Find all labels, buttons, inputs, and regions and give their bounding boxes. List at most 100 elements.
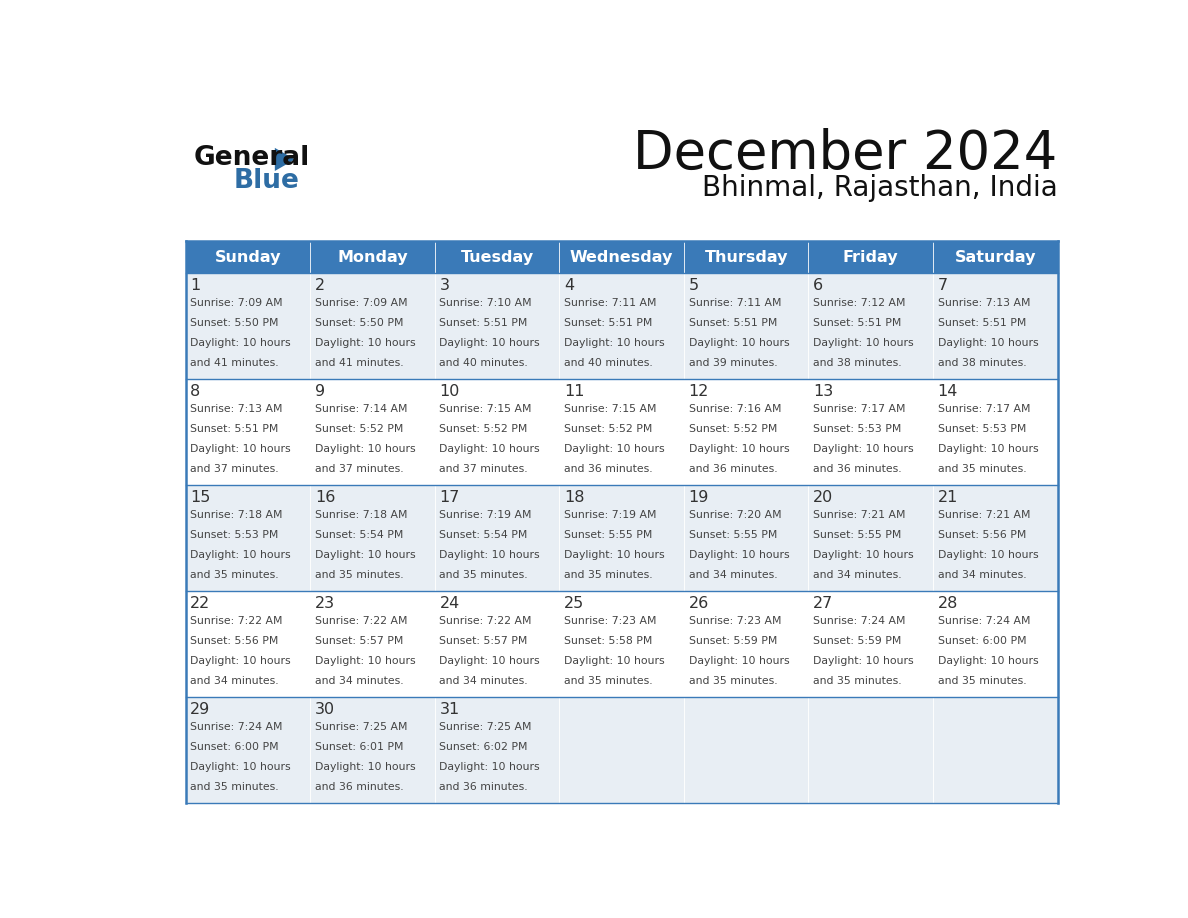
Text: Sunrise: 7:12 AM: Sunrise: 7:12 AM — [813, 298, 905, 308]
Text: Sunset: 5:57 PM: Sunset: 5:57 PM — [315, 636, 403, 646]
Bar — [560, 379, 684, 486]
Text: 13: 13 — [813, 384, 833, 399]
Text: Daylight: 10 hours: Daylight: 10 hours — [190, 656, 291, 666]
Bar — [684, 591, 809, 697]
Bar — [310, 274, 435, 379]
Text: Sunset: 5:53 PM: Sunset: 5:53 PM — [813, 424, 902, 434]
Text: 18: 18 — [564, 490, 584, 505]
Text: 1: 1 — [190, 278, 201, 293]
Text: Sunrise: 7:13 AM: Sunrise: 7:13 AM — [937, 298, 1030, 308]
Bar — [185, 274, 310, 379]
Bar — [933, 591, 1057, 697]
Text: 29: 29 — [190, 702, 210, 717]
Text: Daylight: 10 hours: Daylight: 10 hours — [315, 762, 416, 772]
Text: and 35 minutes.: and 35 minutes. — [190, 782, 279, 792]
Text: Sunset: 5:55 PM: Sunset: 5:55 PM — [564, 530, 652, 540]
Text: Sunset: 6:02 PM: Sunset: 6:02 PM — [440, 742, 527, 752]
Text: Sunrise: 7:23 AM: Sunrise: 7:23 AM — [689, 616, 781, 626]
Text: 8: 8 — [190, 384, 201, 399]
Text: 17: 17 — [440, 490, 460, 505]
Bar — [684, 697, 809, 803]
Text: Sunset: 5:52 PM: Sunset: 5:52 PM — [440, 424, 527, 434]
Text: Thursday: Thursday — [704, 250, 788, 264]
Text: 23: 23 — [315, 596, 335, 610]
Text: Sunrise: 7:09 AM: Sunrise: 7:09 AM — [190, 298, 283, 308]
Bar — [435, 486, 560, 591]
Text: Daylight: 10 hours: Daylight: 10 hours — [689, 550, 789, 560]
Bar — [185, 486, 310, 591]
Text: Sunrise: 7:18 AM: Sunrise: 7:18 AM — [190, 509, 283, 520]
Text: Daylight: 10 hours: Daylight: 10 hours — [689, 656, 789, 666]
Text: Daylight: 10 hours: Daylight: 10 hours — [937, 444, 1038, 454]
Bar — [435, 697, 560, 803]
Text: Daylight: 10 hours: Daylight: 10 hours — [937, 550, 1038, 560]
Text: Friday: Friday — [843, 250, 898, 264]
Text: and 40 minutes.: and 40 minutes. — [564, 358, 652, 368]
Text: and 34 minutes.: and 34 minutes. — [440, 677, 529, 686]
Text: 12: 12 — [689, 384, 709, 399]
Bar — [933, 241, 1057, 274]
Text: 22: 22 — [190, 596, 210, 610]
Text: Daylight: 10 hours: Daylight: 10 hours — [689, 338, 789, 348]
Bar — [684, 379, 809, 486]
Text: Daylight: 10 hours: Daylight: 10 hours — [190, 762, 291, 772]
Text: Sunrise: 7:18 AM: Sunrise: 7:18 AM — [315, 509, 407, 520]
Polygon shape — [274, 148, 295, 171]
Text: and 35 minutes.: and 35 minutes. — [564, 677, 652, 686]
Text: Daylight: 10 hours: Daylight: 10 hours — [564, 656, 664, 666]
Bar — [435, 241, 560, 274]
Text: Sunrise: 7:24 AM: Sunrise: 7:24 AM — [190, 722, 283, 732]
Text: and 36 minutes.: and 36 minutes. — [315, 782, 404, 792]
Text: and 34 minutes.: and 34 minutes. — [315, 677, 404, 686]
Text: Sunset: 5:59 PM: Sunset: 5:59 PM — [813, 636, 902, 646]
Text: Sunset: 5:50 PM: Sunset: 5:50 PM — [190, 319, 279, 328]
Text: Sunrise: 7:09 AM: Sunrise: 7:09 AM — [315, 298, 407, 308]
Text: and 34 minutes.: and 34 minutes. — [689, 570, 777, 580]
Text: Sunrise: 7:20 AM: Sunrise: 7:20 AM — [689, 509, 782, 520]
Text: Sunset: 5:51 PM: Sunset: 5:51 PM — [813, 319, 902, 328]
Text: Blue: Blue — [234, 168, 299, 194]
Text: and 35 minutes.: and 35 minutes. — [689, 677, 777, 686]
Text: and 41 minutes.: and 41 minutes. — [315, 358, 404, 368]
Text: Sunrise: 7:15 AM: Sunrise: 7:15 AM — [564, 404, 657, 414]
Text: Sunset: 5:53 PM: Sunset: 5:53 PM — [190, 530, 279, 540]
Text: Sunset: 5:57 PM: Sunset: 5:57 PM — [440, 636, 527, 646]
Text: and 35 minutes.: and 35 minutes. — [564, 570, 652, 580]
Text: Daylight: 10 hours: Daylight: 10 hours — [689, 444, 789, 454]
Bar — [809, 241, 933, 274]
Text: Daylight: 10 hours: Daylight: 10 hours — [440, 444, 541, 454]
Text: Sunrise: 7:21 AM: Sunrise: 7:21 AM — [813, 509, 905, 520]
Text: 3: 3 — [440, 278, 449, 293]
Text: Sunset: 5:53 PM: Sunset: 5:53 PM — [937, 424, 1026, 434]
Text: Daylight: 10 hours: Daylight: 10 hours — [813, 444, 914, 454]
Text: 19: 19 — [689, 490, 709, 505]
Text: and 36 minutes.: and 36 minutes. — [564, 465, 652, 475]
Text: Daylight: 10 hours: Daylight: 10 hours — [937, 656, 1038, 666]
Text: Sunrise: 7:22 AM: Sunrise: 7:22 AM — [190, 616, 283, 626]
Text: Sunrise: 7:22 AM: Sunrise: 7:22 AM — [440, 616, 532, 626]
Text: Sunset: 5:54 PM: Sunset: 5:54 PM — [440, 530, 527, 540]
Bar — [933, 697, 1057, 803]
Text: Sunrise: 7:15 AM: Sunrise: 7:15 AM — [440, 404, 532, 414]
Bar — [185, 379, 310, 486]
Bar — [185, 241, 310, 274]
Bar — [310, 241, 435, 274]
Text: 6: 6 — [813, 278, 823, 293]
Bar — [560, 697, 684, 803]
Text: and 36 minutes.: and 36 minutes. — [689, 465, 777, 475]
Text: Daylight: 10 hours: Daylight: 10 hours — [813, 550, 914, 560]
Text: Sunrise: 7:25 AM: Sunrise: 7:25 AM — [315, 722, 407, 732]
Text: and 34 minutes.: and 34 minutes. — [813, 570, 902, 580]
Text: and 35 minutes.: and 35 minutes. — [440, 570, 529, 580]
Text: and 37 minutes.: and 37 minutes. — [440, 465, 529, 475]
Text: and 37 minutes.: and 37 minutes. — [315, 465, 404, 475]
Text: Sunrise: 7:21 AM: Sunrise: 7:21 AM — [937, 509, 1030, 520]
Text: 20: 20 — [813, 490, 833, 505]
Text: Wednesday: Wednesday — [570, 250, 674, 264]
Bar — [933, 486, 1057, 591]
Text: and 39 minutes.: and 39 minutes. — [689, 358, 777, 368]
Text: Daylight: 10 hours: Daylight: 10 hours — [440, 338, 541, 348]
Text: 2: 2 — [315, 278, 326, 293]
Text: Sunset: 5:55 PM: Sunset: 5:55 PM — [689, 530, 777, 540]
Text: Daylight: 10 hours: Daylight: 10 hours — [190, 444, 291, 454]
